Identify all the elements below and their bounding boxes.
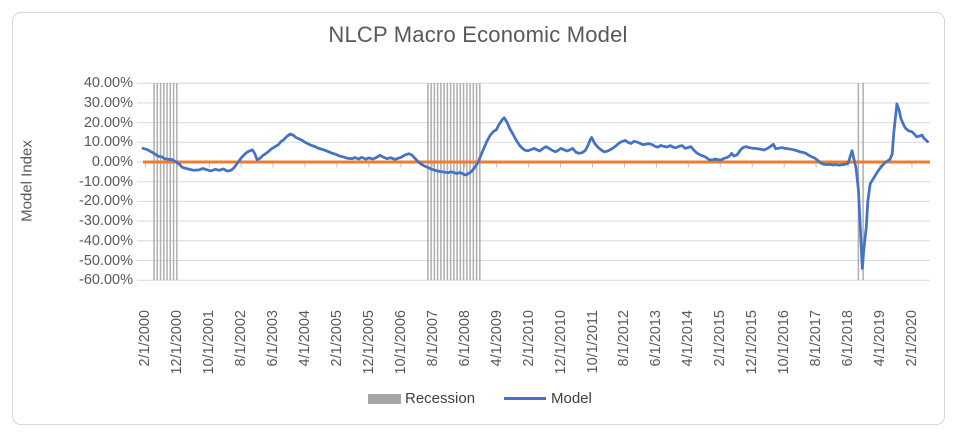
x-tick-label: 4/1/2019 (871, 310, 888, 367)
legend-item-recession[interactable]: Recession (368, 390, 475, 407)
y-tick-label: 40.00% (83, 75, 133, 92)
y-tick-label: 20.00% (83, 114, 133, 131)
x-tick-label: 6/1/2008 (456, 310, 473, 367)
x-tick-label: 10/1/2001 (201, 310, 218, 375)
chart-title: NLCP Macro Economic Model (328, 22, 628, 47)
y-tick-label: 30.00% (83, 94, 133, 111)
y-tick-label: 10.00% (83, 134, 133, 151)
x-tick-label: 10/1/2006 (392, 310, 409, 375)
x-tick-label: 6/1/2013 (648, 310, 665, 367)
x-tick-label: 4/1/2004 (297, 310, 314, 367)
y-tick-label: -30.00% (78, 213, 133, 230)
y-tick-label: -50.00% (78, 252, 133, 269)
x-tick-label: 12/1/2000 (169, 310, 186, 375)
x-tick-label: 2/1/2010 (520, 310, 537, 367)
x-tick-label: 8/1/2017 (808, 310, 825, 367)
legend-recession-label: Recession (405, 390, 476, 407)
y-tick-label: -40.00% (78, 232, 133, 249)
x-tick-label: 6/1/2003 (265, 310, 282, 367)
x-tick-label: 8/1/2012 (616, 310, 633, 367)
x-tick-label: 10/1/2016 (776, 310, 793, 375)
recession-swatch-icon (368, 393, 401, 404)
x-tick-label: 10/1/2011 (584, 310, 601, 374)
x-tick-label: 6/1/2018 (840, 310, 857, 367)
x-tick-label: 2/1/2020 (903, 310, 920, 367)
y-tick-label: -20.00% (78, 193, 133, 210)
x-tick-label: 12/1/2015 (744, 310, 761, 375)
x-tick-label: 4/1/2009 (488, 310, 505, 367)
y-tick-label: 0.00% (91, 154, 133, 170)
y-tick-label: -10.00% (78, 173, 133, 190)
x-tick-label: 8/1/2002 (233, 310, 250, 367)
x-tick-label: 2/1/2000 (137, 310, 154, 367)
y-tick-label: -60.00% (78, 272, 133, 289)
x-tick-label: 2/1/2005 (328, 310, 345, 367)
x-tick-label: 8/1/2007 (424, 310, 441, 367)
x-tick-label: 12/1/2005 (360, 310, 377, 375)
legend-model-label: Model (551, 390, 592, 407)
model-line-swatch-icon (504, 397, 546, 400)
legend-item-model[interactable]: Model (504, 390, 592, 407)
x-tick-label: 4/1/2014 (680, 310, 697, 367)
x-tick-label: 12/1/2010 (552, 310, 569, 375)
x-tick-label: 2/1/2015 (712, 310, 729, 367)
model-line-series (141, 102, 929, 270)
